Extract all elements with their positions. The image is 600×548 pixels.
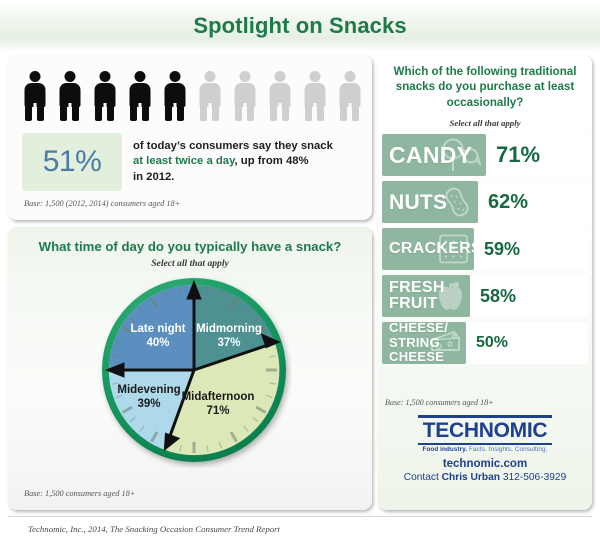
snack-row-nuts[interactable]: NUTS 62% <box>382 181 588 223</box>
clock-value-midafternoon: 71% <box>206 405 229 417</box>
clock-label-midevening: Midevening <box>117 384 180 396</box>
person-icon <box>57 71 82 121</box>
bar-fill-candy: CANDY <box>382 134 486 176</box>
cheese-icon <box>431 331 460 351</box>
page-title: Spotlight on Snacks <box>193 13 407 38</box>
stat-text-line1: of today’s consumers say they snack <box>133 139 333 152</box>
stat-text-line3: in 2012. <box>133 170 175 183</box>
snack-label-candy: CANDY <box>389 141 473 168</box>
stat-callout: 51% of today’s consumers say they snack … <box>22 133 362 191</box>
people-stat-panel: 51% of today’s consumers say they snack … <box>8 55 372 220</box>
snack-label-fresh-fruit: FRESH FRUIT <box>389 279 445 312</box>
cracker-icon <box>439 234 468 264</box>
title-band: Spotlight on Snacks <box>0 0 600 52</box>
clock-value-late-night: 40% <box>146 337 169 349</box>
clock-label-midafternoon: Midafternoon <box>182 391 255 403</box>
snacks-question: Which of the following traditional snack… <box>393 65 577 109</box>
clock-slice-late-night <box>109 285 194 370</box>
person-icon <box>197 71 222 121</box>
snack-percent-candy: 71% <box>496 142 541 167</box>
person-icon <box>92 71 117 121</box>
clock-dividers <box>104 279 281 452</box>
clock-value-midmorning: 37% <box>217 337 240 349</box>
clock-subtitle: Select all that apply <box>151 258 229 269</box>
bar-fill-nuts: NUTS <box>382 181 478 223</box>
person-icon <box>22 71 47 121</box>
clock-svg: Midmorning 37% Midafternoon 71% Mideveni… <box>102 278 286 462</box>
clock-slice-midafternoon <box>164 342 280 456</box>
clock-slice-midevening <box>109 370 194 450</box>
logo-rule-top <box>418 415 552 418</box>
technomic-logo[interactable]: TECHNOMIC Food industry. Facts. Insights… <box>378 415 592 483</box>
logo-rule-bottom <box>418 443 552 445</box>
snack-label-cheese: CHEESE/ STRING CHEESE <box>389 322 449 364</box>
left-column: 51% of today’s consumers say they snack … <box>8 55 372 510</box>
snacks-bar-list: CANDY 71% NUTS <box>382 134 588 369</box>
snack-row-fresh-fruit[interactable]: FRESH FRUIT 58% <box>382 275 588 317</box>
snack-label-nuts: NUTS <box>389 190 448 214</box>
peanut-icon <box>445 187 469 217</box>
pictogram-row <box>22 69 362 121</box>
snack-percent-cheese: 50% <box>476 334 509 351</box>
people-base-note: Base: 1,500 (2012, 2014) consumers aged … <box>24 199 181 208</box>
bar-fill-crackers: CRACKERS <box>382 228 474 270</box>
snacks-panel: Which of the following traditional snack… <box>378 55 592 510</box>
clock-value-midevening: 39% <box>137 398 160 410</box>
snack-label-crackers: CRACKERS <box>389 240 474 257</box>
snack-percent-crackers: 59% <box>484 238 521 259</box>
clock-question: What time of day do you typically have a… <box>38 239 342 254</box>
contact-prefix: Contact <box>403 471 442 483</box>
snack-row-candy[interactable]: CANDY 71% <box>382 134 588 176</box>
clock-chart-panel: What time of day do you typically have a… <box>8 227 372 510</box>
stat-percent-badge: 51% <box>22 133 122 191</box>
person-icon <box>127 71 152 121</box>
lollipop-icon <box>442 138 482 171</box>
logo-website-link[interactable]: technomic.com <box>442 457 528 470</box>
person-icon <box>162 71 187 121</box>
clock-label-late-night: Late night <box>131 323 186 335</box>
logo-wordmark: TECHNOMIC <box>422 419 548 442</box>
stat-percent-value: 51% <box>42 145 102 178</box>
footer-divider <box>8 516 592 517</box>
snack-row-cheese[interactable]: CHEESE/ STRING CHEESE 50% <box>382 322 588 364</box>
person-icon <box>232 71 257 121</box>
person-icon <box>337 71 362 121</box>
stat-text-highlight: at least twice a day <box>133 155 235 168</box>
bar-fill-fresh-fruit: FRESH FRUIT <box>382 275 470 317</box>
bar-fill-cheese: CHEESE/ STRING CHEESE <box>382 322 466 364</box>
logo-tagline-bold: Food industry. <box>422 446 468 453</box>
logo-tagline: Food industry. Facts. Insights. Consulti… <box>378 446 592 454</box>
snack-percent-fresh-fruit: 58% <box>480 285 517 306</box>
snack-percent-nuts: 62% <box>488 190 529 213</box>
footer-source-note: Technomic, Inc., 2014, The Snacking Occa… <box>28 524 280 534</box>
clock-label-midmorning: Midmorning <box>196 323 262 335</box>
stat-description: of today’s consumers say they snack at l… <box>122 133 362 191</box>
clock-pie-chart: Midmorning 37% Midafternoon 71% Mideveni… <box>96 272 292 468</box>
logo-tagline-rest: Facts. Insights. Consulting. <box>467 446 548 453</box>
clock-base-note: Base: 1,500 consumers aged 18+ <box>24 489 136 498</box>
apple-icon <box>438 282 463 310</box>
contact-phone: 312-506-3929 <box>499 471 567 483</box>
snack-row-crackers[interactable]: CRACKERS 59% <box>382 228 588 270</box>
person-icon <box>302 71 327 121</box>
snacks-base-note: Base: 1,500 consumers aged 18+ <box>385 398 494 407</box>
contact-name: Chris Urban <box>441 471 500 483</box>
snacks-subtitle: Select all that apply <box>449 118 521 128</box>
stat-text-rest: , up from 48% <box>234 155 309 168</box>
person-icon <box>267 71 292 121</box>
logo-contact-line: Contact Chris Urban 312-506-3929 <box>378 472 592 483</box>
